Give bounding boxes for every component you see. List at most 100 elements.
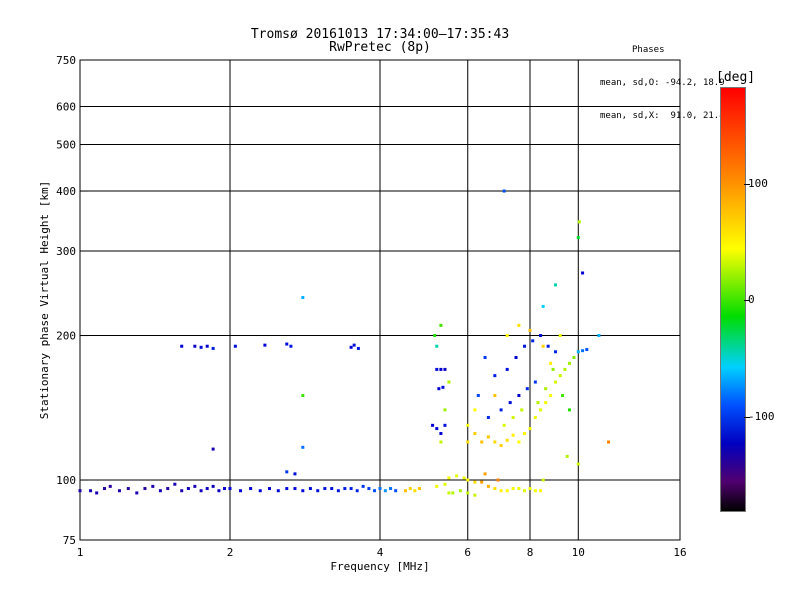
data-point [439, 432, 443, 436]
data-point [544, 387, 548, 391]
data-point [558, 334, 562, 338]
data-point [531, 339, 535, 343]
data-point [301, 296, 305, 300]
data-point [499, 444, 503, 448]
data-point [199, 345, 203, 349]
plot-subtitle: RwPretec (8p) [329, 40, 431, 55]
data-point [151, 484, 155, 488]
colorbar-tick-label: 100 [748, 177, 768, 190]
data-point [441, 385, 445, 389]
data-point [493, 394, 497, 398]
data-point [211, 346, 215, 350]
data-point [480, 440, 484, 444]
data-point [480, 480, 484, 484]
data-point [211, 447, 215, 451]
data-point [541, 478, 545, 482]
data-point [349, 345, 353, 349]
data-point [549, 394, 553, 398]
data-point [205, 487, 209, 491]
data-point [577, 220, 581, 224]
data-point [544, 401, 548, 405]
data-point [239, 489, 243, 493]
data-point [413, 489, 417, 493]
colorbar [720, 87, 746, 512]
data-point [389, 487, 393, 491]
y-tick-label: 200 [56, 330, 76, 343]
phase-stats-o: mean, sd,O: -94.2, 18.9 [600, 78, 725, 88]
x-axis-label: Frequency [MHz] [330, 560, 429, 573]
data-point [223, 487, 227, 491]
data-point [493, 440, 497, 444]
x-tick-label: 16 [673, 546, 686, 559]
x-tick-label: 6 [464, 546, 471, 559]
y-tick-label: 600 [56, 101, 76, 114]
data-point [466, 478, 470, 482]
data-point [486, 415, 490, 419]
data-point [533, 489, 537, 493]
data-point [285, 342, 289, 346]
y-tick-label: 75 [63, 534, 76, 547]
data-point [493, 487, 497, 491]
data-point [505, 489, 509, 493]
data-point [439, 323, 443, 327]
colorbar-tick-label: -100 [748, 410, 775, 423]
data-point [514, 355, 518, 359]
data-point [483, 472, 487, 476]
data-point [483, 355, 487, 359]
y-tick-label: 500 [56, 139, 76, 152]
data-point [576, 236, 580, 240]
phase-stats-heading: Phases [632, 45, 665, 55]
data-point [289, 344, 293, 348]
data-point [233, 344, 237, 348]
data-point [78, 489, 82, 493]
colorbar-tickmark [744, 300, 750, 301]
data-point [565, 454, 569, 458]
data-point [173, 482, 177, 486]
x-tick-label: 2 [227, 546, 234, 559]
data-point [193, 344, 197, 348]
data-point [528, 427, 532, 431]
data-point [567, 408, 571, 412]
data-point [523, 344, 527, 348]
data-point [211, 484, 215, 488]
data-point [493, 374, 497, 378]
data-point [443, 408, 447, 412]
data-point [352, 343, 356, 347]
data-point [549, 361, 553, 365]
colorbar-title: [deg] [716, 70, 756, 85]
data-point [558, 374, 562, 378]
data-point [517, 323, 521, 327]
data-point [301, 394, 305, 398]
data-point [199, 489, 203, 493]
data-point [435, 484, 439, 488]
data-point [323, 487, 327, 491]
data-point [536, 401, 540, 405]
data-point [193, 484, 197, 488]
colorbar-tickmark [744, 184, 750, 185]
data-point [267, 487, 271, 491]
data-point [373, 489, 377, 493]
data-point [576, 462, 580, 466]
data-point [528, 328, 532, 332]
data-point [499, 408, 503, 412]
data-point [301, 445, 305, 449]
data-point [505, 367, 509, 371]
data-point [117, 489, 121, 493]
data-point [293, 487, 297, 491]
data-point [343, 487, 347, 491]
data-point [103, 487, 107, 491]
data-point [455, 474, 459, 478]
data-point [546, 344, 550, 348]
data-point [473, 432, 477, 436]
data-point [581, 349, 585, 353]
data-point [180, 344, 184, 348]
data-point [301, 489, 305, 493]
data-point [447, 380, 451, 384]
data-point [473, 493, 477, 497]
data-point [276, 489, 280, 493]
data-point [437, 387, 441, 391]
data-point [89, 489, 93, 493]
data-point [263, 343, 267, 347]
data-point [447, 476, 451, 480]
